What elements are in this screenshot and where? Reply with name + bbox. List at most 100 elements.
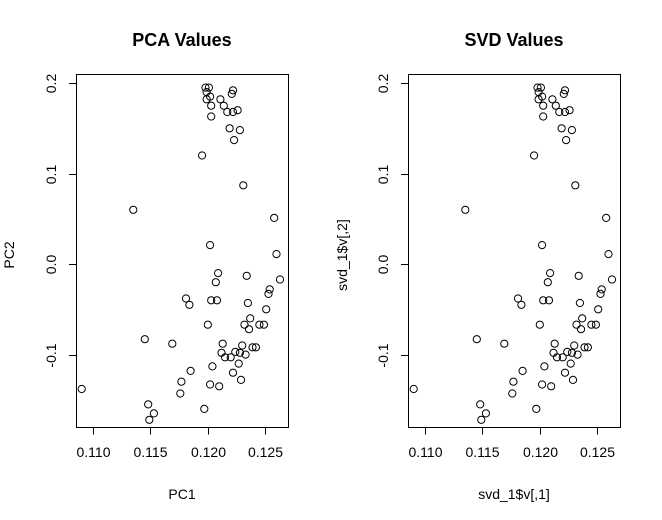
svd-data-point: [558, 353, 567, 362]
svd-chart-title: SVD Values: [464, 30, 563, 50]
svd-x-tick-label: 0.120: [523, 444, 558, 460]
pca-data-point: [218, 339, 227, 348]
pca-data-point: [144, 400, 153, 409]
svd-data-point: [566, 359, 575, 368]
svd-data-point: [583, 343, 593, 352]
pca-data-point: [235, 348, 244, 357]
svd-data-point: [538, 92, 547, 101]
svd-x-tick-label: 0.125: [580, 444, 615, 460]
svd-x-tick-label: 0.110: [409, 444, 443, 460]
pca-data-point: [145, 415, 154, 424]
pca-y-tick-label: -0.1: [43, 343, 59, 367]
svd-data-point: [567, 348, 577, 357]
pca-data-point: [198, 151, 207, 160]
pca-data-point: [255, 320, 264, 329]
svd-data-point: [597, 285, 606, 294]
pca-data-point: [228, 368, 238, 377]
pca-data-point: [149, 409, 158, 418]
svd-data-point: [544, 296, 554, 305]
pca-data-point: [220, 353, 230, 362]
pca-data-point: [219, 101, 228, 110]
svd-data-point: [535, 320, 544, 329]
pca-data-point: [241, 350, 250, 359]
svd-data-point: [500, 339, 509, 348]
pca-data-point: [185, 300, 194, 309]
svd-data-point: [472, 335, 481, 344]
svd-data-point: [574, 271, 583, 280]
pca-y-tick-label: 0.1: [43, 165, 59, 185]
svd-data-point: [533, 83, 542, 92]
pca-data-point: [216, 95, 225, 104]
pca-data-point: [215, 382, 224, 391]
pca-data-point: [240, 320, 249, 329]
svd-data-point: [518, 366, 527, 375]
svd-data-point: [607, 275, 617, 284]
pca-y-tick-label: 0.0: [43, 255, 59, 275]
pca-x-tick-label: 0.120: [191, 444, 226, 460]
svd-data-point: [532, 404, 541, 413]
svd-data-point: [461, 205, 470, 214]
svd-data-point: [594, 305, 603, 314]
pca-data-point: [181, 294, 191, 303]
pca-data-point: [211, 278, 220, 287]
svd-data-point: [539, 101, 548, 110]
svd-data-point: [546, 269, 555, 278]
pca-data-point: [228, 86, 238, 95]
pca-data-point: [243, 298, 252, 308]
svd-plot-frame: [408, 74, 621, 428]
svd-data-point: [587, 320, 596, 329]
pca-data-point: [204, 83, 213, 92]
svd-data-point: [560, 107, 570, 117]
pca-chart-title: PCA Values: [132, 30, 231, 50]
pca-data-point: [186, 366, 195, 375]
svd-data-point: [580, 343, 589, 352]
pca-data-point: [259, 320, 268, 329]
svd-data-point: [571, 181, 580, 190]
pca-data-point: [275, 275, 285, 284]
svd-y-tick-label: 0.1: [375, 165, 391, 185]
pca-data-point: [212, 296, 222, 305]
pca-data-point: [230, 136, 239, 145]
svd-data-point: [538, 380, 547, 389]
svd-data-point: [481, 409, 490, 418]
svd-data-point: [555, 107, 564, 117]
pca-data-point: [168, 339, 177, 348]
pca-data-point: [227, 89, 236, 99]
pca-data-point: [233, 106, 242, 115]
pca-data-point: [77, 384, 86, 394]
svd-y-tick-label: 0.2: [375, 74, 391, 94]
pca-x-axis-label: PC1: [168, 486, 195, 502]
pca-data-point: [246, 314, 255, 323]
pca-x-tick-label: 0.110: [77, 444, 111, 460]
svd-y-axis-label: svd_1$v[,2]: [334, 219, 350, 291]
pca-data-point: [272, 250, 281, 259]
pca-data-point: [248, 343, 257, 352]
pca-y-tick-label: 0.2: [43, 74, 59, 94]
svd-data-point: [572, 320, 581, 329]
svd-scatter-panel: SVD Values svd_1$v[,1] svd_1$v[,2] 0.110…: [334, 30, 621, 502]
svd-data-point: [565, 106, 574, 115]
pca-data-point: [206, 380, 215, 389]
svd-data-point: [476, 400, 485, 409]
svd-data-point: [576, 325, 586, 334]
pca-data-point: [206, 241, 215, 250]
pca-data-point: [203, 320, 212, 329]
pca-data-point: [225, 124, 234, 133]
svd-data-point: [539, 112, 548, 121]
svd-data-point: [591, 320, 601, 329]
pca-data-point: [265, 285, 274, 294]
svd-data-point: [548, 95, 557, 104]
pca-scatter-panel: PCA Values PC1 PC2 0.110 0.115 0.120 0.125 -…: [1, 30, 289, 502]
pca-data-point: [200, 404, 209, 413]
svd-data-point: [560, 368, 570, 377]
svd-data-point: [477, 415, 486, 424]
svd-data-point: [604, 250, 613, 259]
pca-data-point: [140, 335, 149, 344]
svd-data-point: [530, 151, 539, 160]
svd-data-point: [557, 124, 566, 133]
svd-data-point: [563, 347, 572, 356]
svd-data-point: [562, 136, 571, 145]
pca-data-point: [207, 296, 216, 305]
pca-x-tick-label: 0.125: [248, 444, 283, 460]
